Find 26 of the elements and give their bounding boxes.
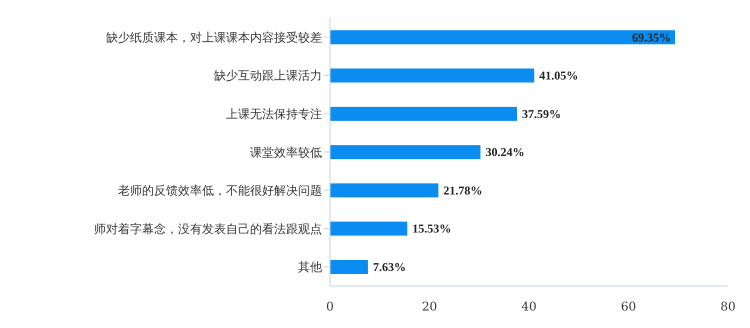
data-label: 30.24%: [485, 145, 524, 160]
x-tick-label: 0: [326, 300, 334, 314]
bar: [330, 260, 368, 274]
data-label: 41.05%: [539, 68, 578, 83]
y-tick-label: 师对着字幕念，没有发表自己的看法跟观点: [94, 222, 322, 236]
bar: [330, 30, 676, 44]
x-tick-label: 40: [521, 300, 537, 314]
y-tick-label: 课堂效率较低: [250, 145, 322, 160]
bar: [330, 183, 438, 198]
data-label: 7.63%: [372, 260, 406, 274]
x-tick-label: 20: [422, 300, 438, 314]
bar: [330, 68, 534, 83]
x-tick-label: 80: [720, 300, 736, 314]
data-label: 15.53%: [412, 222, 452, 236]
data-label: 21.78%: [443, 183, 482, 198]
x-tick-label: 60: [620, 300, 636, 314]
y-tick-label: 老师的反馈效率低，不能很好解决问题: [118, 184, 322, 198]
y-tick-label: 上课无法保持专注: [226, 106, 322, 121]
bar: [330, 222, 408, 236]
y-tick-label: 缺少纸质课本，对上课课本内容接受较差: [106, 30, 322, 44]
bar: [330, 145, 480, 160]
y-tick-label: 其他: [298, 260, 322, 274]
data-label: 69.35%: [632, 30, 672, 44]
bar: [330, 106, 518, 121]
y-tick-label: 缺少互动跟上课活力: [214, 68, 322, 83]
data-label: 37.59%: [522, 106, 562, 121]
